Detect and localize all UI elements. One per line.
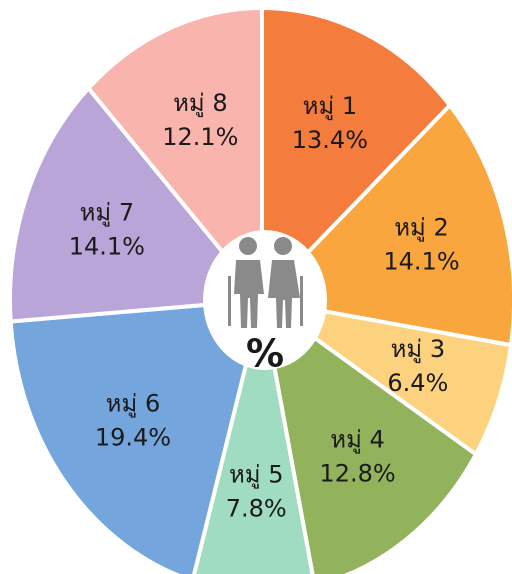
value-label: 14.1% <box>69 233 145 261</box>
wedge <box>260 298 512 458</box>
category-label: หมู่ 6 <box>106 390 161 419</box>
center-label: % <box>246 332 284 376</box>
value-label: 12.8% <box>319 460 395 488</box>
category-label: หมู่ 2 <box>394 213 449 242</box>
category-label: หมู่ 5 <box>229 461 284 490</box>
category-label: หมู่ 8 <box>173 89 228 118</box>
value-label: 12.1% <box>162 123 238 151</box>
value-label: 6.4% <box>387 369 448 397</box>
value-label: 13.4% <box>292 126 368 154</box>
wedge <box>260 5 453 305</box>
category-label: หมู่ 7 <box>80 199 135 228</box>
value-label: 14.1% <box>383 247 459 275</box>
wedges <box>8 5 512 574</box>
category-label: หมู่ 4 <box>330 426 385 455</box>
value-label: 7.8% <box>226 495 287 523</box>
wedge <box>8 85 266 324</box>
value-label: 19.4% <box>95 424 171 452</box>
labels: หมู่ 1 13.4% หมู่ 2 14.1% หมู่ 3 6.4% หมู่ 4 12… <box>69 89 460 523</box>
category-label: หมู่ 1 <box>303 92 358 121</box>
wedge <box>8 297 265 574</box>
elderly-icon <box>228 237 303 328</box>
wedge <box>192 299 315 574</box>
center-hole <box>203 230 327 370</box>
wedge <box>259 295 479 574</box>
wedge <box>85 5 264 306</box>
category-label: หมู่ 3 <box>391 335 446 364</box>
